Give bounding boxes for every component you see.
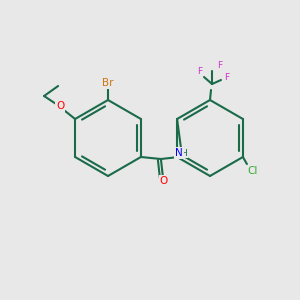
Text: Br: Br (102, 78, 114, 88)
Text: H: H (181, 148, 187, 158)
Text: F: F (224, 74, 230, 82)
Text: F: F (218, 61, 223, 70)
Text: O: O (160, 176, 168, 186)
Text: Cl: Cl (248, 166, 258, 176)
Text: O: O (56, 101, 64, 111)
Text: N: N (175, 148, 183, 158)
Text: F: F (197, 68, 202, 76)
